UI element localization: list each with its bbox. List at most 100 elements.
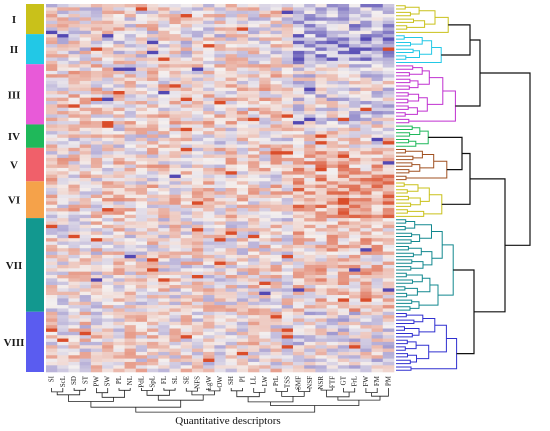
heatmap-cell: [102, 298, 114, 303]
heatmap-cell: [191, 361, 204, 366]
heatmap-cell: [281, 54, 294, 58]
heatmap-cell: [304, 64, 316, 68]
heatmap-cell: [304, 70, 316, 75]
heatmap-cell: [180, 177, 193, 182]
heatmap-cell: [371, 238, 384, 242]
heatmap-cell: [147, 111, 159, 115]
heatmap-cell: [79, 17, 92, 22]
heatmap-cell: [281, 17, 294, 22]
heatmap-cell: [135, 84, 148, 88]
heatmap-cell: [147, 311, 159, 316]
heatmap-cell: [124, 174, 137, 179]
heatmap-cell: [203, 328, 215, 333]
heatmap-cell: [180, 198, 193, 202]
heatmap-cell: [360, 218, 372, 222]
heatmap-cell: [214, 164, 226, 169]
heatmap-cell: [382, 84, 395, 88]
heatmap-cell: [337, 368, 350, 373]
heatmap-cell: [214, 211, 226, 216]
heatmap-cell: [147, 40, 159, 45]
heatmap-cell: [169, 244, 182, 249]
heatmap-cell: [304, 241, 316, 246]
dendrogram-branch: [410, 16, 449, 33]
heatmap-cell: [180, 181, 193, 185]
column-label: FL: [160, 376, 168, 384]
heatmap-cell: [68, 44, 80, 48]
heatmap-cell: [349, 261, 361, 266]
heatmap-cell: [371, 54, 384, 58]
heatmap-cell: [180, 261, 193, 266]
heatmap-cell: [382, 70, 395, 75]
heatmap-cell: [371, 104, 384, 109]
heatmap-cell: [315, 37, 327, 42]
heatmap-cell: [102, 20, 114, 25]
heatmap-cell: [46, 281, 58, 286]
heatmap-cell: [124, 17, 137, 22]
heatmap-cell: [135, 94, 148, 98]
x-axis-title: Quantitative descriptors: [175, 415, 280, 427]
heatmap-cell: [203, 27, 215, 32]
heatmap-cell: [382, 131, 395, 135]
heatmap-cell: [236, 124, 249, 129]
heatmap-cell: [169, 50, 182, 55]
heatmap-cell: [79, 338, 92, 343]
heatmap-cell: [326, 167, 339, 172]
heatmap-cell: [259, 328, 271, 333]
heatmap-cell: [236, 321, 249, 326]
heatmap-cell: [191, 167, 204, 172]
heatmap-cell: [225, 27, 238, 32]
heatmap-cell: [259, 80, 271, 85]
heatmap-cell: [304, 10, 316, 15]
heatmap-cell: [248, 305, 260, 309]
heatmap-cell: [360, 325, 372, 329]
heatmap-cell: [135, 358, 148, 363]
heatmap-cell: [203, 321, 215, 326]
heatmap-cell: [349, 328, 361, 333]
heatmap-cell: [46, 177, 58, 182]
dendrogram-branch: [416, 344, 430, 360]
heatmap-cell: [349, 154, 361, 159]
heatmap-cell: [360, 234, 372, 239]
heatmap-cell: [191, 244, 204, 249]
heatmap-cell: [191, 10, 204, 15]
heatmap-cell: [259, 251, 271, 256]
heatmap-cell: [326, 10, 339, 15]
heatmap-cell: [90, 107, 103, 112]
heatmap-cell: [236, 211, 249, 216]
heatmap-cell: [304, 274, 316, 279]
heatmap-cell: [337, 254, 350, 259]
heatmap-cell: [90, 67, 103, 72]
heatmap-cell: [90, 144, 103, 149]
heatmap-cell: [214, 318, 226, 323]
heatmap-cell: [57, 7, 69, 11]
heatmap-cell: [90, 361, 103, 366]
heatmap-cell: [147, 184, 159, 189]
column-dendrogram-branch: [96, 388, 109, 394]
heatmap-cell: [360, 141, 372, 145]
heatmap-cell: [248, 137, 260, 142]
heatmap-cell: [326, 114, 339, 119]
heatmap-cell: [315, 147, 327, 152]
heatmap-cell: [46, 224, 58, 229]
heatmap-cell: [236, 14, 249, 18]
heatmap-cell: [46, 214, 58, 219]
heatmap-cell: [158, 80, 170, 85]
heatmap-cell: [158, 238, 170, 242]
heatmap-cell: [169, 84, 182, 88]
heatmap-cell: [203, 167, 215, 172]
heatmap-cell: [79, 104, 92, 109]
heatmap-cell: [180, 218, 193, 222]
heatmap-cell: [169, 174, 182, 179]
heatmap-cell: [203, 90, 215, 95]
heatmap-cell: [214, 308, 226, 313]
heatmap-cell: [270, 278, 283, 282]
heatmap-cell: [236, 311, 249, 316]
heatmap-cell: [124, 261, 137, 266]
heatmap-cell: [180, 147, 193, 152]
heatmap-cell: [292, 97, 305, 102]
heatmap-cell: [158, 305, 170, 309]
heatmap-cell: [102, 285, 114, 289]
heatmap-cell: [236, 244, 249, 249]
heatmap-cell: [270, 84, 283, 88]
heatmap-cell: [191, 64, 204, 68]
